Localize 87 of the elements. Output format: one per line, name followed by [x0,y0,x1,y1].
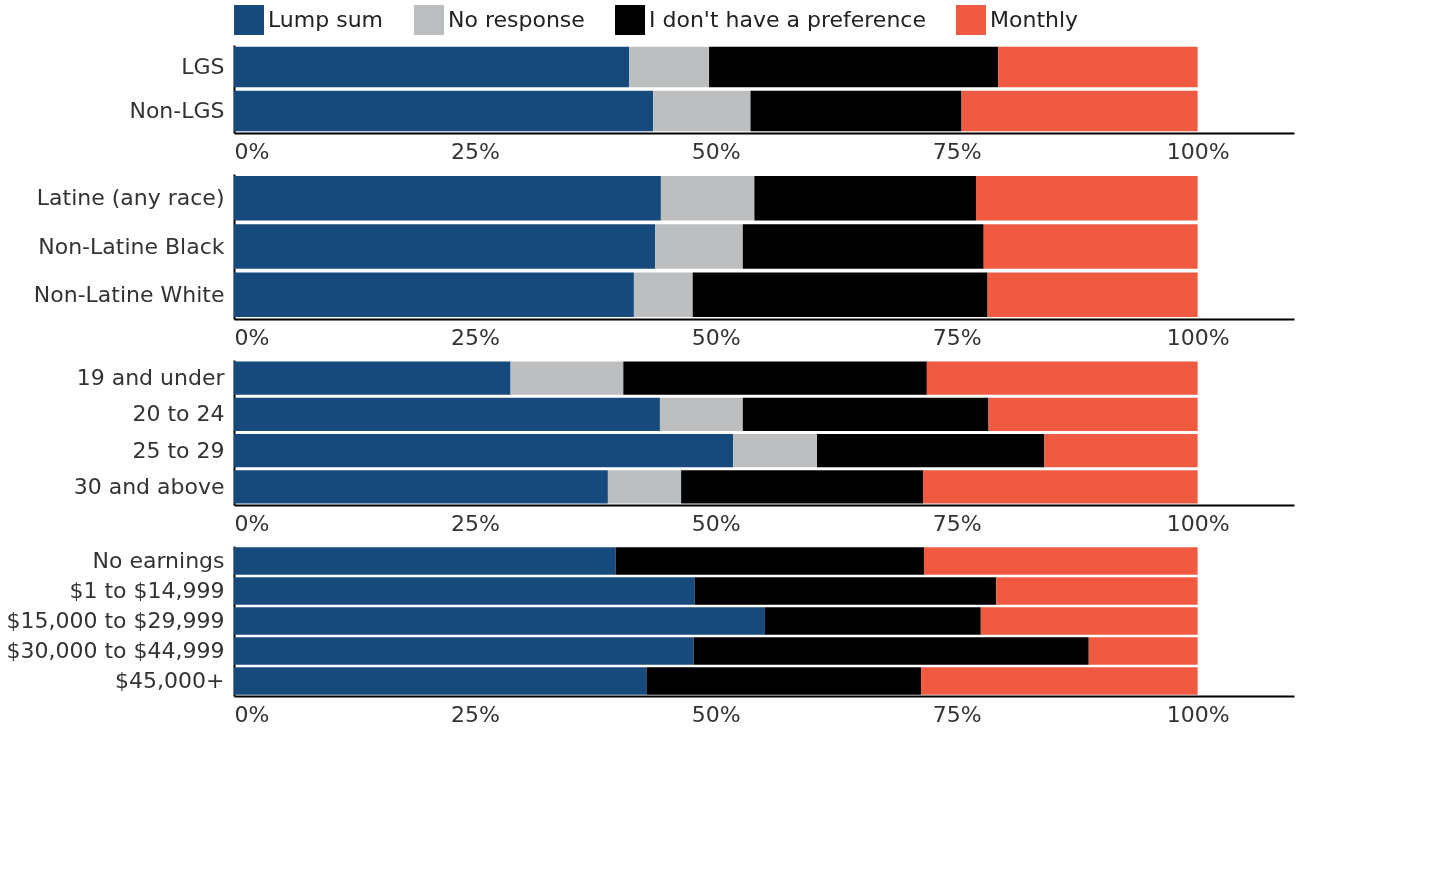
bar [629,46,710,88]
legend-label: I don't have a preference [649,7,926,32]
x-tick-label: 75% [932,324,982,350]
x-tick-label: 100% [1166,324,1230,350]
bar [923,470,1198,504]
bar [234,547,616,575]
bar [615,547,924,575]
y-tick-label: $45,000+ [115,668,225,693]
bar [633,272,693,318]
bar [234,470,608,504]
bar [234,607,765,635]
bar [659,397,743,432]
y-tick-label: 30 and above [73,473,225,499]
bar [510,361,624,395]
y-tick-label: Latine (any race) [36,185,225,211]
bar [234,637,694,665]
bar [234,667,647,695]
bar [653,90,751,132]
x-tick-label: 25% [450,324,500,350]
bar [655,224,743,269]
x-tick-label: 0% [234,138,270,164]
bar [742,224,984,269]
bar [234,272,634,318]
bar [234,175,661,221]
bar [998,46,1198,88]
bar [764,607,981,635]
x-tick-label: 100% [1166,701,1230,727]
x-tick-label: 0% [234,701,270,727]
bar [709,46,999,88]
y-tick-label: $30,000 to $44,999 [6,638,225,663]
bar [234,361,511,395]
x-tick-label: 50% [691,701,741,727]
x-tick-label: 0% [234,510,270,536]
x-tick-label: 75% [932,701,982,727]
bar [694,577,997,605]
bar [660,175,755,221]
x-tick-label: 25% [450,510,500,536]
bar [742,397,989,432]
bar [988,397,1198,432]
bar [234,397,660,432]
bar [234,433,734,468]
bar [754,175,976,221]
bar [234,577,695,605]
legend-label: No response [448,7,585,32]
y-tick-label: 25 to 29 [132,437,225,463]
y-tick-label: $1 to $14,999 [69,578,225,603]
x-tick-label: 0% [234,324,270,350]
bar [921,667,1198,695]
bar [817,433,1045,468]
x-tick-label: 50% [691,324,741,350]
bar [976,175,1198,221]
bar [980,607,1198,635]
bar [607,470,682,504]
x-tick-label: 50% [691,510,741,536]
y-tick-label: 19 and under [76,365,226,391]
y-tick-label: 20 to 24 [132,401,225,427]
bar [1088,637,1198,665]
x-tick-label: 100% [1166,510,1230,536]
x-tick-label: 50% [691,138,741,164]
y-tick-label: No earnings [92,548,225,573]
x-tick-label: 25% [450,701,500,727]
y-tick-label: LGS [181,54,225,79]
x-tick-label: 25% [450,138,500,164]
legend-label: Lump sum [268,7,384,32]
bar [234,46,630,88]
x-tick-label: 75% [932,510,982,536]
bar [234,224,656,269]
bar [693,637,1089,665]
y-tick-label: Non-LGS [129,98,225,123]
bar [983,224,1198,269]
bar [733,433,817,468]
y-tick-label: Non-Latine White [33,281,225,307]
y-tick-label: $15,000 to $29,999 [6,608,225,633]
y-tick-label: Non-Latine Black [38,233,225,259]
bar [996,577,1198,605]
bar [961,90,1198,132]
bar [987,272,1198,318]
bar [750,90,962,132]
bar [1044,433,1198,468]
bar [923,547,1198,575]
bar [692,272,988,318]
bar [926,361,1198,395]
legend-label: Monthly [990,7,1079,32]
x-tick-label: 75% [932,138,982,164]
bar [623,361,927,395]
bar [234,90,654,132]
x-tick-label: 100% [1166,138,1230,164]
